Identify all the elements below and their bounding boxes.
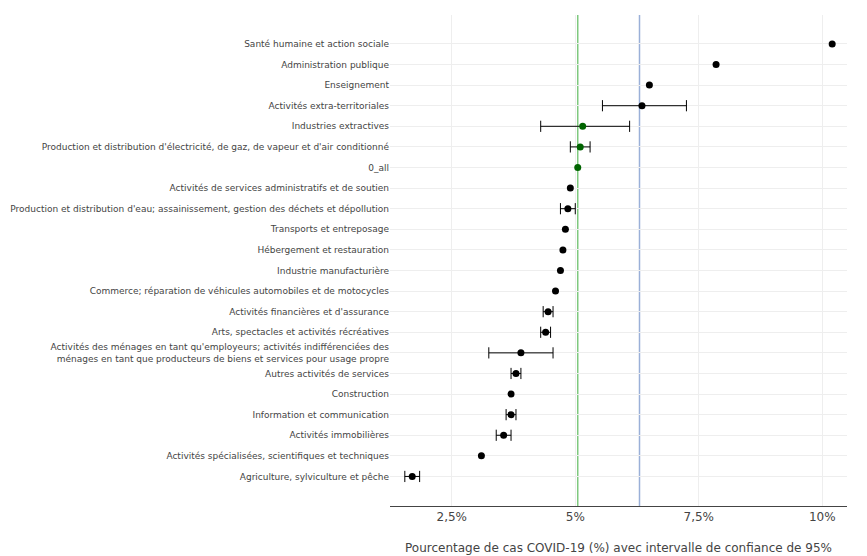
- svg-text:Arts, spectacles et activités: Arts, spectacles et activités récréative…: [212, 327, 390, 337]
- svg-text:Activités extra-territoriales: Activités extra-territoriales: [269, 101, 390, 111]
- svg-text:Information et communication: Information et communication: [253, 410, 390, 420]
- svg-text:7,5%: 7,5%: [684, 510, 715, 524]
- svg-text:10%: 10%: [809, 510, 836, 524]
- svg-text:Autres activités de services: Autres activités de services: [265, 369, 389, 379]
- svg-text:Pourcentage de cas COVID-19 (%: Pourcentage de cas COVID-19 (%) avec int…: [405, 541, 832, 555]
- svg-text:Activités des ménages en tant: Activités des ménages en tant qu'employe…: [51, 342, 390, 364]
- svg-text:Santé humaine et action social: Santé humaine et action sociale: [244, 39, 389, 49]
- svg-text:Production et distribution d'é: Production et distribution d'électricité…: [42, 142, 390, 152]
- svg-text:Activités spécialisées, scient: Activités spécialisées, scientifiques et…: [166, 451, 389, 461]
- svg-text:2,5%: 2,5%: [437, 510, 468, 524]
- svg-text:Enseignement: Enseignement: [324, 80, 389, 90]
- svg-text:Administration publique: Administration publique: [281, 60, 389, 70]
- svg-text:Industries extractives: Industries extractives: [292, 121, 390, 131]
- svg-text:Activités de services administ: Activités de services administratifs et …: [170, 183, 389, 193]
- svg-text:Hébergement et restauration: Hébergement et restauration: [257, 245, 389, 255]
- svg-text:Construction: Construction: [332, 389, 389, 399]
- svg-text:Transports et entreposage: Transports et entreposage: [270, 224, 390, 234]
- svg-text:5%: 5%: [566, 510, 585, 524]
- svg-text:Activités financières et d'ass: Activités financières et d'assurance: [229, 307, 389, 317]
- svg-text:Industrie manufacturière: Industrie manufacturière: [277, 266, 389, 276]
- svg-text:Agriculture, sylviculture et p: Agriculture, sylviculture et pêche: [240, 472, 390, 482]
- svg-text:0_all: 0_all: [368, 163, 389, 173]
- svg-text:Production et distribution d'e: Production et distribution d'eau; assain…: [10, 204, 389, 214]
- svg-text:Commerce; réparation de véhicu: Commerce; réparation de véhicules automo…: [90, 286, 390, 296]
- svg-text:Activités immobilières: Activités immobilières: [290, 430, 390, 440]
